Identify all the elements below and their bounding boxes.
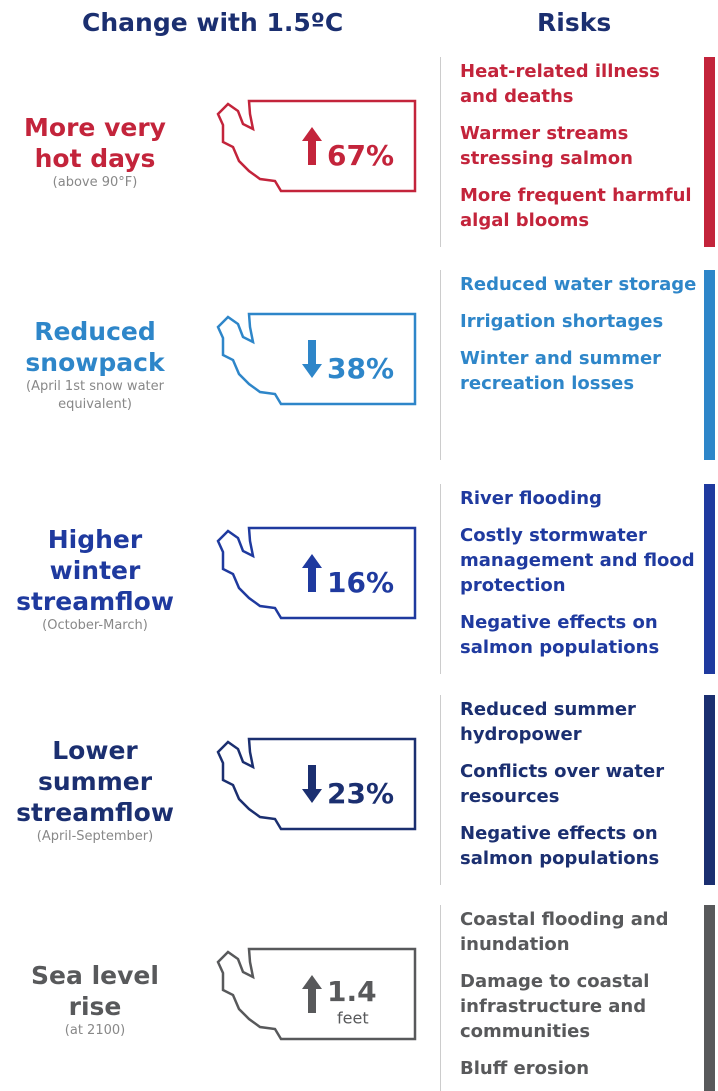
state-map: 16% [216,526,417,620]
risk: Warmer streams stressing salmon [460,123,633,169]
header-left: Change with 1.5ºC [82,8,344,37]
change-unit: feet [337,1009,369,1028]
color-bar [704,905,715,1091]
change-value: 16% [327,566,394,599]
color-bar [704,695,715,885]
risk: River flooding [460,488,602,509]
risk-list: Heat-related illness and deaths Warmer st… [460,59,700,233]
risk: Damage to coastal infrastructure and com… [460,971,650,1042]
row-label: More very hot days (above 90°F) [5,57,185,247]
risk-list: River flooding Costly stormwater manageme… [460,486,700,660]
header-right: Risks [537,8,612,37]
row-label: Lower summer streamflow (April-September) [5,695,185,885]
state-outline [216,99,417,193]
state-map: 67% [216,99,417,193]
change-value: 38% [327,352,394,385]
row: Higher winter streamflow (October-March) 1… [0,484,718,684]
risk: Winter and summer recreation losses [460,348,662,394]
row-label: Sea level rise (at 2100) [5,905,185,1091]
state-outline [216,526,417,620]
arrow [302,340,322,378]
row: More very hot days (above 90°F) 67% Heat-re… [0,57,718,257]
risk: Negative effects on salmon populations [460,612,660,658]
risk: Reduced summer hydropower [460,699,636,745]
risk: Reduced water storage [460,274,697,295]
arrow [302,975,322,1013]
color-bar [704,57,715,247]
row-subtitle: (above 90°F) [52,175,138,190]
risk-list: Reduced water storage Irrigation shortage… [460,272,700,396]
state-outline [216,947,417,1041]
risk: Negative effects on salmon populations [460,823,660,869]
divider [440,270,441,460]
row-subtitle: (April 1st snow water equivalent) [26,379,164,412]
risk-list: Coastal flooding and inundation Damage to… [460,907,700,1081]
row-subtitle: (October-March) [42,617,148,633]
row-title: Reduced snowpack [25,317,165,377]
risk: Irrigation shortages [460,311,664,332]
risk: Heat-related illness and deaths [460,61,660,107]
row-label: Higher winter streamflow (October-March) [5,484,185,674]
change-value: 67% [327,139,394,172]
arrow [302,765,322,803]
change-value: 23% [327,777,394,810]
row-subtitle: (April-September) [36,828,154,844]
state-outline [216,312,417,406]
row: Lower summer streamflow (April-September)… [0,695,718,895]
state-map: 38% [216,312,417,406]
risk-list: Reduced summer hydropower Conflicts over … [460,697,700,871]
row: Sea level rise (at 2100) 1.4 feet Coastal fl… [0,905,718,1091]
row: Reduced snowpack (April 1st snow water eq… [0,270,718,470]
state-outline [216,737,417,831]
risk: Conflicts over water resources [460,761,665,807]
change-value: 1.4 [327,975,377,1008]
divider [440,57,441,247]
row-title: Lower summer streamflow [16,735,174,827]
risk: More frequent harmful algal blooms [460,185,692,231]
divider [440,905,441,1091]
row-title: Higher winter streamflow [16,524,174,616]
divider [440,695,441,885]
color-bar [704,484,715,674]
risk: Bluff erosion [460,1058,590,1079]
risk: Coastal flooding and inundation [460,909,669,955]
risk: Costly stormwater management and flood p… [460,525,695,596]
color-bar [704,270,715,460]
row-label: Reduced snowpack (April 1st snow water eq… [5,270,185,460]
row-subtitle: (at 2100) [64,1023,126,1038]
arrow [302,127,322,165]
arrow [302,554,322,592]
state-map: 23% [216,737,417,831]
row-title: More very hot days [24,113,166,173]
divider [440,484,441,674]
row-title: Sea level rise [31,961,159,1021]
